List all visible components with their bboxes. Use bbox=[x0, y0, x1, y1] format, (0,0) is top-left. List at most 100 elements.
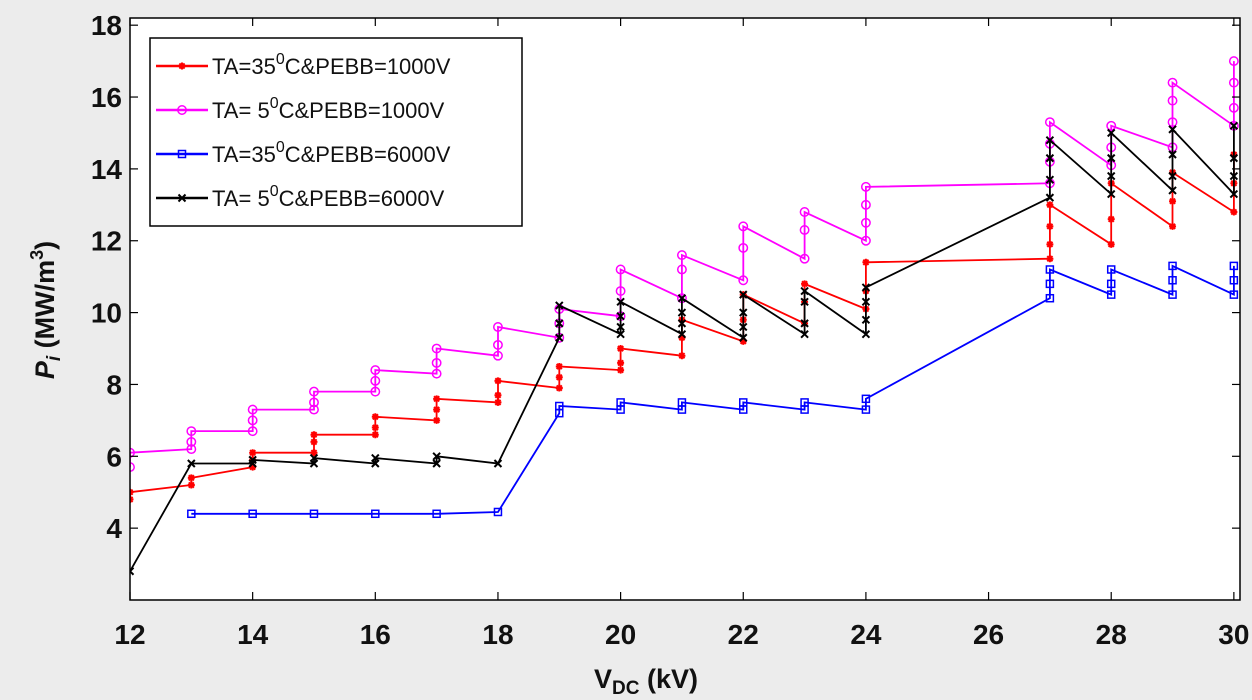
series-4-point bbox=[1229, 121, 1239, 130]
series-2-point bbox=[799, 225, 810, 235]
series-2-point bbox=[738, 242, 749, 253]
legend-item-2: TA= 50C&PEBB=1000V bbox=[156, 95, 445, 123]
series-2-point bbox=[186, 436, 197, 447]
series-4-point bbox=[800, 329, 809, 339]
series-2-point bbox=[493, 322, 503, 332]
series-4-point bbox=[739, 290, 748, 299]
legend-item-4: TA= 50C&PEBB=6000V bbox=[156, 183, 445, 211]
x-tick-label: 12 bbox=[114, 619, 145, 650]
series-2-point bbox=[431, 368, 442, 379]
legend-box bbox=[149, 37, 523, 227]
series-1-point bbox=[310, 449, 318, 457]
x-axis-label-main: V bbox=[594, 664, 612, 694]
legend-label: TA= 50C&PEBB=1000V bbox=[212, 95, 445, 123]
series-2-point bbox=[309, 404, 319, 415]
legend-item-3: TA=350C&PEBB=6000V bbox=[156, 139, 451, 167]
y-tick-label: 10 bbox=[91, 298, 122, 329]
series-4-point bbox=[861, 329, 871, 339]
y-axis-label-unit: (MW/m bbox=[30, 260, 60, 356]
series-4-point bbox=[616, 329, 625, 339]
series-4-point bbox=[677, 308, 687, 317]
series-2-point bbox=[1228, 56, 1239, 67]
series-4-point bbox=[616, 322, 625, 332]
series-4-point bbox=[1107, 153, 1116, 163]
series-3-point bbox=[739, 398, 748, 407]
series-1-point bbox=[494, 398, 502, 406]
series-4-point bbox=[800, 297, 809, 307]
series-1-point bbox=[310, 438, 318, 446]
series-2-point bbox=[1167, 95, 1178, 106]
series-4-point bbox=[800, 286, 809, 296]
series-2-point bbox=[1106, 120, 1117, 131]
series-4-point bbox=[1168, 125, 1177, 134]
series-3 bbox=[187, 261, 1239, 519]
series-1-point bbox=[1046, 201, 1054, 209]
series-3-point bbox=[861, 405, 871, 414]
series-3-point bbox=[1229, 261, 1239, 271]
series-3-point bbox=[1106, 279, 1116, 289]
series-1-point bbox=[555, 384, 563, 392]
y-tick-label: 4 bbox=[106, 513, 122, 544]
series-2-point bbox=[186, 426, 197, 437]
series-4-point bbox=[800, 319, 809, 328]
series-3-point bbox=[1229, 276, 1239, 285]
x-axis-label-unit: (kV) bbox=[639, 664, 698, 694]
series-4-point bbox=[1107, 171, 1116, 181]
series-3-point bbox=[187, 509, 196, 519]
series-4-point bbox=[1045, 193, 1055, 202]
series-1-point bbox=[1230, 208, 1238, 216]
series-4-point bbox=[187, 459, 196, 468]
series-2-point bbox=[860, 235, 871, 246]
legend-items: TA=350C&PEBB=1000V TA= 50C&PEBB=1000V TA=3… bbox=[156, 51, 451, 211]
series-1-point bbox=[494, 391, 502, 399]
series-4-point bbox=[1168, 150, 1177, 159]
series-1-point bbox=[433, 406, 441, 414]
series-2-point bbox=[738, 221, 749, 232]
series-3-point bbox=[1229, 290, 1239, 299]
legend: TA=350C&PEBB=1000V TA= 50C&PEBB=1000V TA=3… bbox=[149, 37, 523, 227]
series-1-point bbox=[310, 431, 318, 439]
series-1-point bbox=[555, 362, 563, 370]
series-3-point bbox=[1045, 279, 1055, 289]
y-tick-label: 14 bbox=[91, 154, 123, 185]
series-2-point bbox=[493, 350, 503, 361]
series-4-point bbox=[1168, 171, 1177, 181]
series-1-point bbox=[1169, 222, 1177, 230]
x-tick-label: 14 bbox=[237, 619, 269, 650]
series-2-point bbox=[431, 357, 442, 368]
series-2-point bbox=[676, 250, 687, 261]
series-1-point bbox=[617, 359, 625, 367]
legend-swatch-marker bbox=[177, 193, 187, 203]
series-1-point bbox=[371, 431, 379, 439]
series-2-point bbox=[370, 365, 381, 376]
x-tick-label: 18 bbox=[482, 619, 513, 650]
series-4-point bbox=[1045, 175, 1055, 184]
series-3-point bbox=[432, 509, 441, 519]
series-3-point bbox=[371, 509, 380, 519]
series-2-point bbox=[860, 199, 871, 210]
series-2-point bbox=[431, 343, 442, 354]
series-1-point bbox=[1046, 222, 1054, 230]
series-2-point bbox=[370, 386, 381, 397]
series-4-point bbox=[1168, 186, 1177, 195]
series-4-point bbox=[739, 333, 748, 342]
y-axis-label-sup: 3 bbox=[27, 250, 47, 260]
legend-swatch-marker bbox=[177, 105, 187, 115]
y-tick-labels: 4 6 8 10 12 14 16 18 bbox=[91, 10, 1240, 544]
series-1-point bbox=[617, 366, 625, 374]
y-tick-label: 18 bbox=[91, 10, 122, 41]
series-1-point bbox=[1107, 240, 1115, 248]
series-3-point bbox=[800, 398, 809, 407]
series-2-point bbox=[247, 404, 258, 415]
series-1-point bbox=[433, 395, 441, 403]
series-4-point bbox=[555, 319, 564, 328]
series-3-point bbox=[616, 398, 625, 407]
series-2-point bbox=[309, 397, 319, 408]
y-axis-label: Pi (MW/m3) bbox=[27, 241, 65, 379]
series-1-point bbox=[187, 474, 195, 482]
series-2-point bbox=[186, 444, 197, 455]
series-2-point bbox=[1167, 77, 1178, 88]
series-3-point bbox=[1106, 265, 1116, 274]
series-2-point bbox=[615, 286, 626, 296]
